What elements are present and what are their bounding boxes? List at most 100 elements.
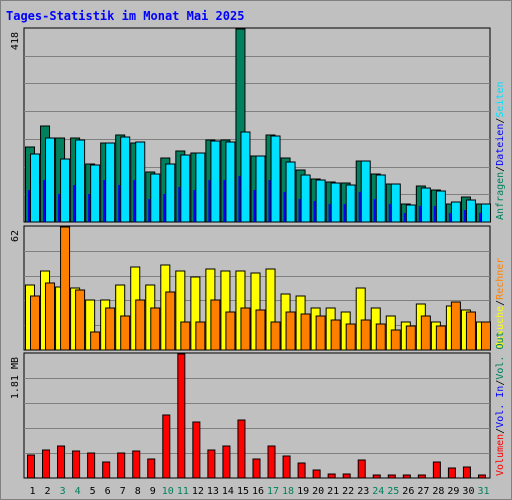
bar-rechner-day-3 bbox=[60, 226, 71, 351]
legend-entry: Volumen bbox=[495, 434, 506, 476]
chart-title: Tages-Statistik im Monat Mai 2025 bbox=[6, 9, 244, 23]
x-tick-label-day-19: 19 bbox=[297, 486, 309, 497]
bar-dateien-day-18 bbox=[285, 161, 296, 223]
x-tick-label-day-5: 5 bbox=[90, 486, 96, 497]
x-tick-label-day-22: 22 bbox=[342, 486, 354, 497]
x-tick-label-day-12: 12 bbox=[192, 486, 204, 497]
bar-seiten-day-14 bbox=[223, 180, 226, 222]
bar-volumen-day-17 bbox=[267, 445, 276, 479]
bar-seiten-day-28 bbox=[433, 206, 436, 222]
y-max-label-bottom: 1.81 MB bbox=[10, 357, 21, 399]
y-max-label-middle: 62 bbox=[10, 230, 21, 242]
bar-seiten-day-11 bbox=[178, 187, 181, 222]
bar-rechner-day-10 bbox=[165, 291, 176, 351]
bar-volumen-day-16 bbox=[252, 458, 261, 479]
bar-rechner-day-30 bbox=[465, 311, 476, 351]
x-tick-label-day-1: 1 bbox=[30, 486, 36, 497]
legend-entry: Dateien bbox=[495, 124, 506, 166]
x-tick-label-day-10: 10 bbox=[162, 486, 174, 497]
bar-seiten-day-22 bbox=[343, 204, 346, 222]
bar-seiten-day-18 bbox=[283, 192, 286, 222]
legend-entry: / bbox=[495, 380, 506, 386]
bar-rechner-day-24 bbox=[375, 323, 386, 351]
bar-volumen-day-23 bbox=[357, 459, 366, 479]
bar-volumen-day-1 bbox=[27, 454, 35, 479]
bar-dateien-day-7 bbox=[120, 136, 131, 223]
bar-dateien-day-23 bbox=[360, 160, 371, 223]
bar-volumen-day-29 bbox=[447, 467, 456, 479]
bar-seiten-day-5 bbox=[88, 194, 91, 222]
bar-seiten-day-1 bbox=[28, 190, 30, 222]
legend-entry: Besuche bbox=[495, 306, 506, 348]
legend-top: Anfragen/Dateien/Seiten bbox=[495, 81, 506, 220]
bar-rechner-day-4 bbox=[75, 289, 86, 351]
bar-rechner-day-5 bbox=[90, 331, 101, 351]
bar-volumen-day-27 bbox=[417, 474, 426, 479]
bar-seiten-day-16 bbox=[253, 190, 256, 222]
legend-entry: Vol. In bbox=[495, 386, 506, 428]
bar-volumen-day-6 bbox=[102, 461, 111, 479]
bar-volumen-day-5 bbox=[87, 452, 96, 479]
bar-seiten-day-4 bbox=[73, 185, 76, 222]
legend-entry: Seiten bbox=[495, 81, 506, 117]
bar-seiten-day-27 bbox=[418, 206, 421, 222]
bar-dateien-day-15 bbox=[240, 131, 251, 223]
bar-dateien-day-4 bbox=[75, 139, 86, 223]
x-tick-label-day-23: 23 bbox=[357, 486, 369, 497]
bar-seiten-day-26 bbox=[403, 213, 406, 222]
legend-entry: Anfragen bbox=[495, 172, 506, 220]
legend-entry: / bbox=[495, 118, 506, 124]
bar-volumen-day-25 bbox=[387, 474, 396, 479]
bar-seiten-day-10 bbox=[163, 194, 166, 222]
bar-seiten-day-13 bbox=[208, 180, 211, 222]
x-tick-label-day-16: 16 bbox=[252, 486, 264, 497]
bar-seiten-day-6 bbox=[103, 180, 106, 222]
bar-rechner-day-1 bbox=[30, 295, 40, 351]
bar-rechner-day-2 bbox=[45, 282, 56, 351]
bar-rechner-day-29 bbox=[450, 301, 461, 351]
bar-volumen-day-13 bbox=[207, 449, 216, 479]
bar-rechner-day-31 bbox=[480, 321, 491, 351]
x-tick-label-day-17: 17 bbox=[267, 486, 279, 497]
bar-volumen-day-7 bbox=[117, 452, 126, 479]
bar-rechner-day-13 bbox=[210, 299, 221, 351]
bar-seiten-day-15 bbox=[238, 176, 241, 222]
legend-entry: / bbox=[495, 166, 506, 172]
bar-volumen-day-10 bbox=[162, 414, 171, 479]
bar-dateien-day-24 bbox=[375, 174, 386, 223]
bar-dateien-day-26 bbox=[405, 204, 416, 223]
bar-dateien-day-19 bbox=[300, 174, 311, 223]
bar-dateien-day-30 bbox=[465, 199, 476, 223]
x-tick-label-day-13: 13 bbox=[207, 486, 219, 497]
x-tick-label-day-21: 21 bbox=[327, 486, 339, 497]
x-tick-label-day-30: 30 bbox=[462, 486, 474, 497]
bar-volumen-day-3 bbox=[57, 445, 66, 479]
bar-rechner-day-25 bbox=[390, 329, 401, 351]
legend-entry: / bbox=[495, 428, 506, 434]
bar-rechner-day-21 bbox=[330, 319, 341, 351]
x-tick-label-day-27: 27 bbox=[417, 486, 429, 497]
bar-rechner-day-26 bbox=[405, 325, 416, 351]
bar-seiten-day-12 bbox=[193, 190, 196, 222]
x-tick-label-day-11: 11 bbox=[177, 486, 189, 497]
x-tick-label-day-2: 2 bbox=[45, 486, 51, 497]
bar-dateien-day-9 bbox=[150, 173, 161, 223]
x-tick-label-day-24: 24 bbox=[372, 486, 384, 497]
bar-volumen-day-2 bbox=[42, 449, 51, 479]
bar-rechner-day-15 bbox=[240, 307, 251, 351]
bar-volumen-day-28 bbox=[432, 461, 441, 479]
bar-dateien-day-11 bbox=[180, 154, 191, 223]
bar-volumen-day-8 bbox=[132, 450, 141, 479]
x-tick-label-day-3: 3 bbox=[60, 486, 66, 497]
x-tick-label-day-28: 28 bbox=[432, 486, 444, 497]
bar-seiten-day-21 bbox=[328, 204, 331, 222]
legend-entry: Vol. Out bbox=[495, 331, 506, 379]
bar-volumen-day-30 bbox=[462, 466, 471, 479]
x-tick-label-day-9: 9 bbox=[150, 486, 156, 497]
bar-dateien-day-12 bbox=[195, 152, 206, 223]
bar-rechner-day-18 bbox=[285, 311, 296, 351]
bar-dateien-day-6 bbox=[105, 142, 116, 223]
bar-seiten-day-3 bbox=[58, 194, 61, 222]
bar-seiten-day-2 bbox=[43, 180, 46, 222]
